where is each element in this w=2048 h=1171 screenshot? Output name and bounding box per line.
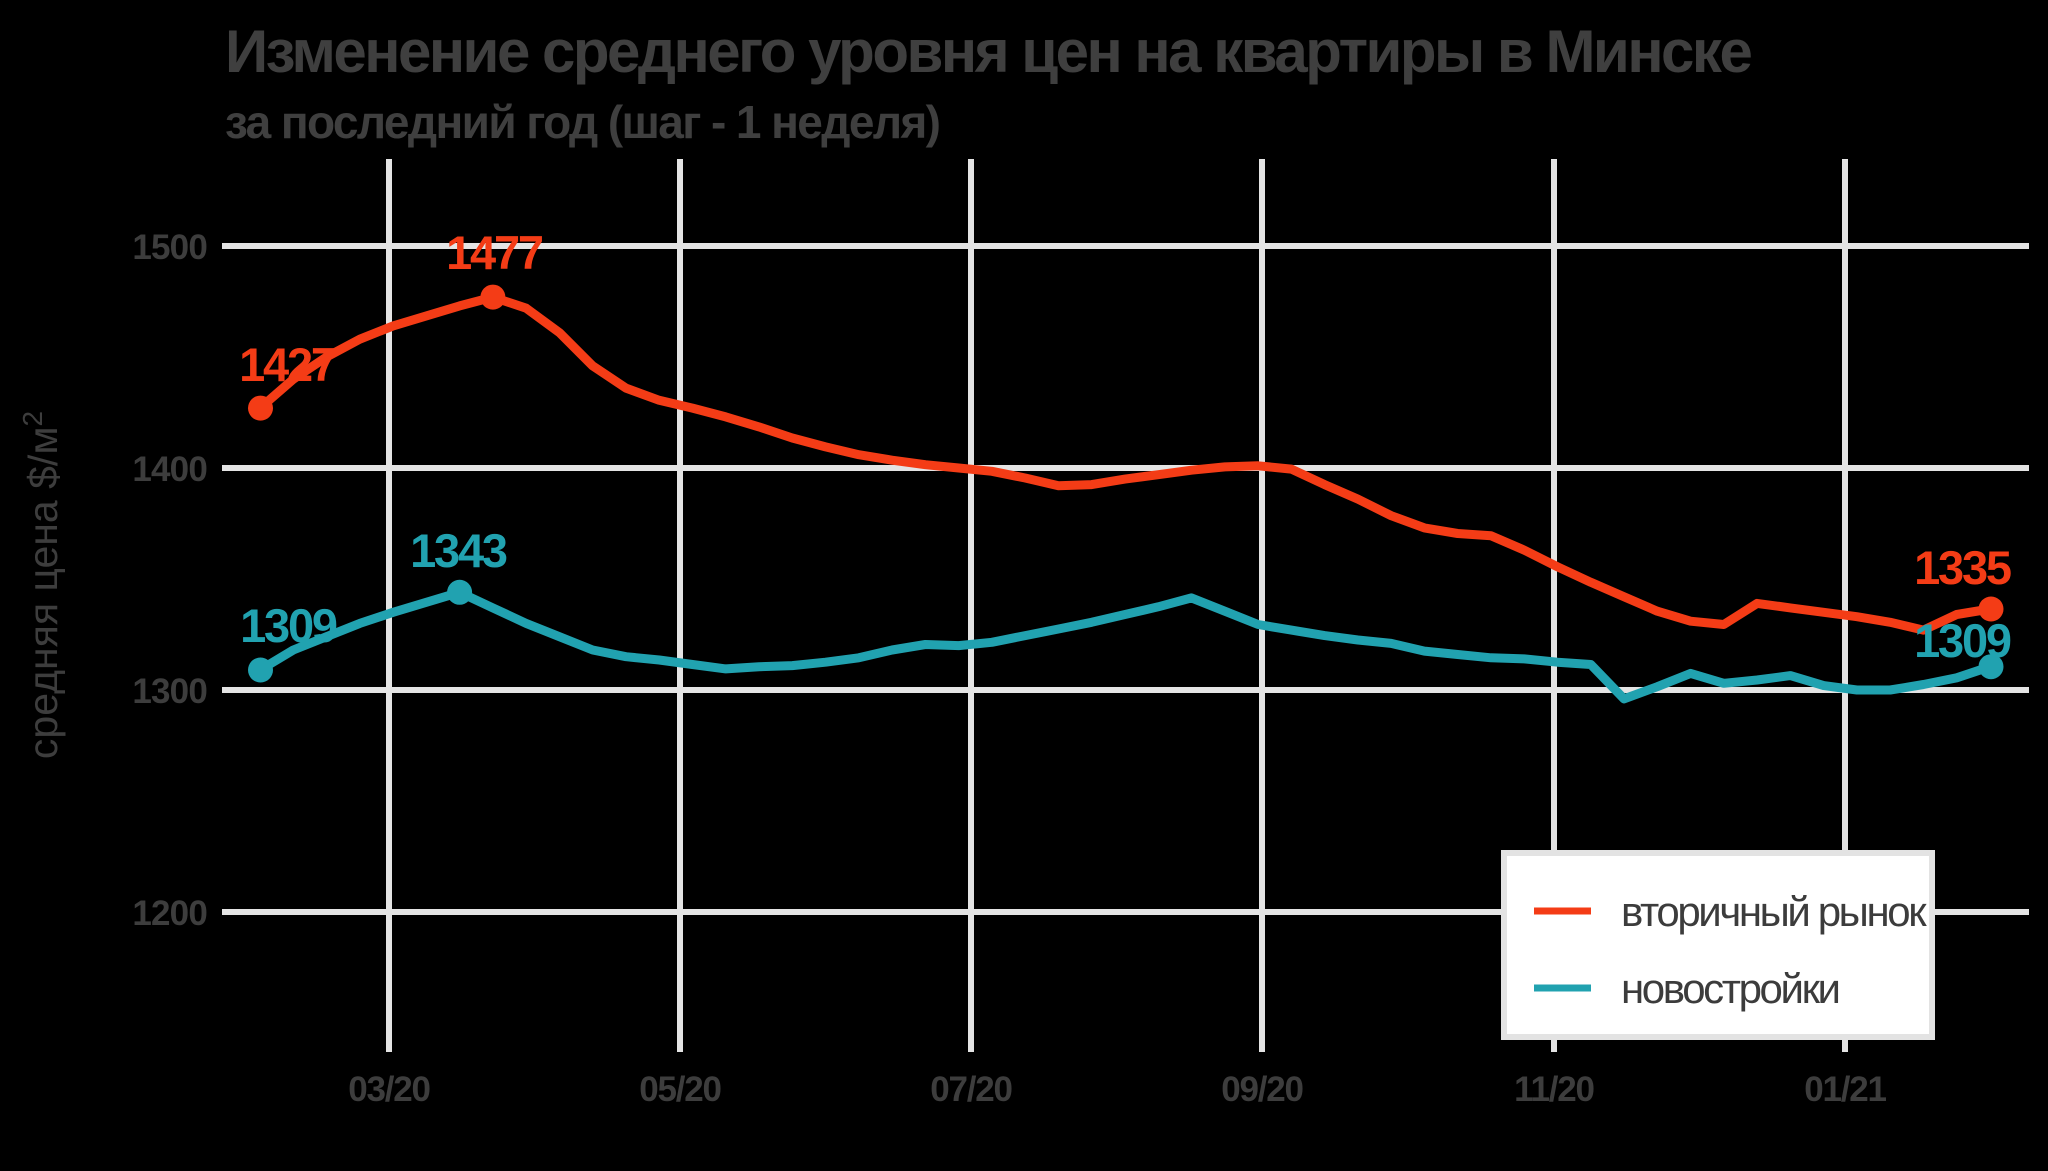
svg-text:новостройки: новостройки bbox=[1621, 965, 1839, 1012]
svg-text:09/20: 09/20 bbox=[1221, 1070, 1303, 1109]
svg-text:01/21: 01/21 bbox=[1804, 1070, 1886, 1109]
svg-text:1309: 1309 bbox=[1914, 614, 2011, 667]
svg-text:1477: 1477 bbox=[446, 226, 543, 279]
svg-text:средняя цена $/м2: средняя цена $/м2 bbox=[17, 411, 66, 759]
svg-text:05/20: 05/20 bbox=[639, 1070, 721, 1109]
svg-text:11/20: 11/20 bbox=[1514, 1070, 1594, 1109]
svg-text:1309: 1309 bbox=[240, 599, 337, 652]
svg-text:Изменение среднего уровня цен: Изменение среднего уровня цен на квартир… bbox=[225, 18, 1751, 85]
svg-text:1300: 1300 bbox=[132, 672, 207, 711]
svg-text:1343: 1343 bbox=[410, 524, 507, 577]
svg-text:1500: 1500 bbox=[132, 228, 207, 267]
svg-text:за последний год (шаг - 1 неде: за последний год (шаг - 1 неделя) bbox=[225, 96, 940, 148]
svg-text:1200: 1200 bbox=[132, 894, 207, 933]
svg-text:1335: 1335 bbox=[1914, 541, 2011, 594]
svg-text:вторичный рынок: вторичный рынок bbox=[1621, 888, 1927, 935]
svg-text:07/20: 07/20 bbox=[930, 1070, 1012, 1109]
svg-text:03/20: 03/20 bbox=[348, 1070, 430, 1109]
svg-text:1400: 1400 bbox=[132, 450, 207, 489]
svg-text:1427: 1427 bbox=[239, 338, 336, 391]
